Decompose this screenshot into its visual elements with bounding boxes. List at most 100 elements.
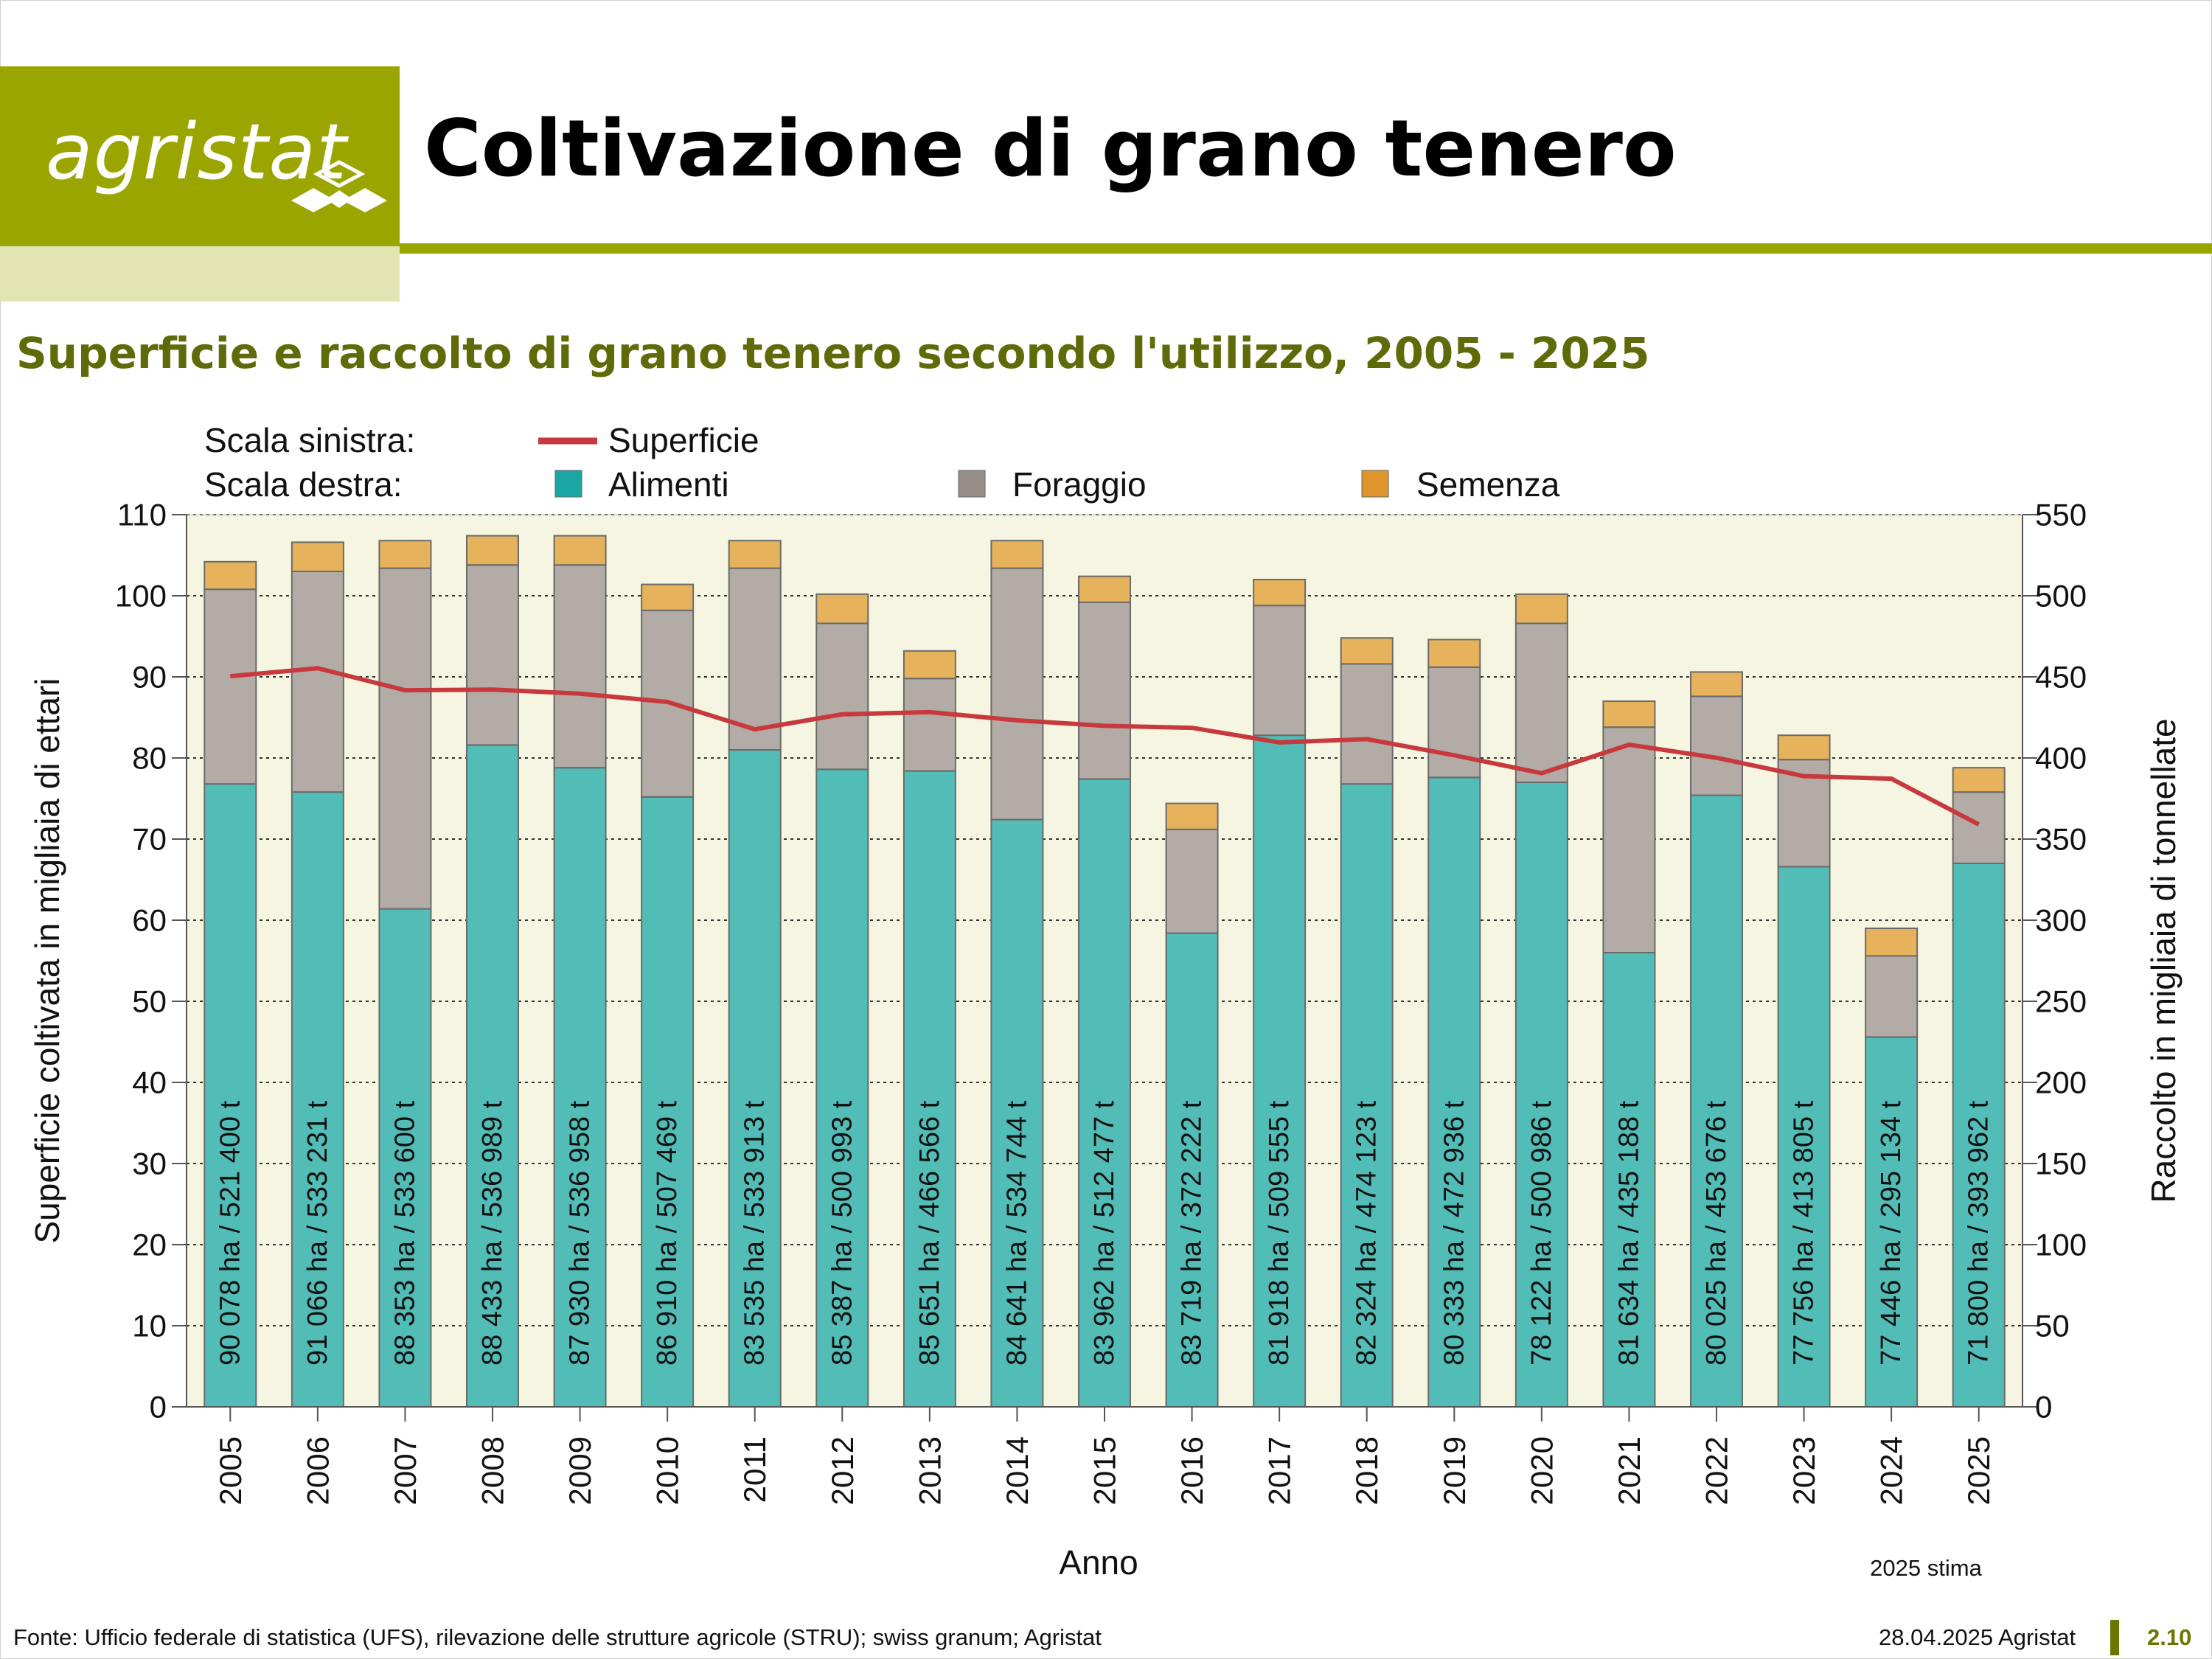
right-tick-label: 350 bbox=[2035, 822, 2087, 857]
x-tick-label: 2016 bbox=[1175, 1436, 1209, 1505]
legend-foraggio-swatch bbox=[958, 470, 986, 498]
bar-foraggio bbox=[1253, 605, 1307, 737]
bar-foraggio bbox=[291, 571, 344, 793]
left-tick-label: 70 bbox=[132, 822, 167, 857]
footer-date: 28.04.2025 Agristat bbox=[1879, 1624, 2076, 1650]
left-tick-label: 100 bbox=[115, 579, 167, 613]
bar-semenza bbox=[1165, 802, 1219, 830]
bar-foraggio bbox=[902, 678, 956, 772]
bar-semenza bbox=[902, 650, 956, 680]
left-tick-label: 40 bbox=[132, 1065, 167, 1100]
left-tick-label: 90 bbox=[132, 660, 167, 695]
x-tick-label: 2015 bbox=[1088, 1436, 1122, 1505]
x-tick-label: 2019 bbox=[1437, 1436, 1472, 1505]
bar-semenza bbox=[1865, 928, 1919, 957]
x-tick-label: 2021 bbox=[1612, 1436, 1646, 1505]
bar-foraggio bbox=[553, 564, 607, 769]
left-tick-label: 50 bbox=[132, 984, 167, 1019]
right-tick-label: 150 bbox=[2035, 1147, 2087, 1181]
bar-semenza bbox=[378, 540, 432, 569]
bar-value-label: 78 122 ha / 500 986 t bbox=[1526, 1100, 1557, 1366]
bar-semenza bbox=[204, 560, 257, 591]
bar-foraggio bbox=[1952, 791, 2006, 864]
bar-value-label: 82 324 ha / 474 123 t bbox=[1352, 1100, 1382, 1366]
x-tick-label: 2005 bbox=[213, 1436, 248, 1505]
right-tick-label: 0 bbox=[2035, 1390, 2052, 1425]
bar-semenza bbox=[990, 540, 1044, 569]
bar-alimenti bbox=[728, 749, 782, 1408]
left-axis-ticks: 0 10 20 30 40 50 60 70 80 90 100 110 bbox=[115, 498, 187, 1425]
right-tick-label: 450 bbox=[2035, 660, 2087, 695]
x-tick-label: 2006 bbox=[300, 1436, 335, 1505]
bar-foraggio bbox=[1514, 622, 1568, 784]
bar-alimenti bbox=[1340, 783, 1394, 1408]
x-tick-label: 2014 bbox=[1000, 1436, 1034, 1505]
legend-semenza: Semenza bbox=[1416, 465, 1560, 504]
bars bbox=[204, 535, 2006, 1408]
legend-alimenti: Alimenti bbox=[608, 465, 729, 504]
left-tick-label: 10 bbox=[132, 1309, 167, 1343]
bar-semenza bbox=[1952, 767, 2006, 793]
bar-semenza bbox=[466, 535, 519, 566]
bar-alimenti bbox=[990, 818, 1044, 1408]
bar-foraggio bbox=[466, 564, 519, 746]
bar-semenza bbox=[1078, 575, 1131, 603]
left-tick-label: 0 bbox=[150, 1390, 167, 1425]
bar-value-label: 85 387 ha / 500 993 t bbox=[827, 1100, 858, 1366]
bar-semenza bbox=[1690, 671, 1743, 698]
bar-alimenti bbox=[1865, 1036, 1919, 1408]
x-tick-label: 2013 bbox=[912, 1436, 947, 1505]
bar-value-label: 85 651 ha / 466 566 t bbox=[914, 1100, 945, 1366]
bar-semenza bbox=[291, 541, 344, 573]
legend-alimenti-swatch bbox=[554, 470, 582, 498]
bar-alimenti bbox=[1952, 863, 2006, 1408]
bar-foraggio bbox=[815, 622, 869, 771]
bar-semenza bbox=[1514, 593, 1568, 625]
bar-foraggio bbox=[728, 567, 782, 751]
x-tick-label: 2025 bbox=[1961, 1436, 1996, 1505]
bar-value-labels: 90 078 ha / 521 400 t 91 066 ha / 533 231… bbox=[215, 1100, 1994, 1366]
bar-value-label: 83 719 ha / 372 222 t bbox=[1177, 1100, 1208, 1366]
x-axis-ticks: 2005 2006 2007 2008 2009 2010 2011 2012 2013 2014… bbox=[213, 1407, 1996, 1505]
bar-value-label: 86 910 ha / 507 469 t bbox=[652, 1100, 683, 1366]
x-tick-label: 2018 bbox=[1349, 1436, 1384, 1505]
left-tick-label: 60 bbox=[132, 903, 167, 938]
right-tick-label: 500 bbox=[2035, 579, 2087, 613]
legend-superficie: Superficie bbox=[608, 421, 759, 459]
x-tick-label: 2022 bbox=[1700, 1436, 1734, 1505]
bar-value-label: 91 066 ha / 533 231 t bbox=[302, 1100, 333, 1366]
x-tick-label: 2009 bbox=[563, 1436, 597, 1505]
bar-semenza bbox=[1602, 700, 1656, 728]
bar-value-label: 77 756 ha / 413 805 t bbox=[1789, 1100, 1820, 1366]
bar-value-label: 81 918 ha / 509 555 t bbox=[1264, 1100, 1295, 1366]
bar-alimenti bbox=[1165, 932, 1219, 1408]
bar-alimenti bbox=[553, 767, 607, 1408]
bar-alimenti bbox=[1427, 776, 1481, 1408]
logo-strip bbox=[0, 246, 400, 302]
x-tick-label: 2020 bbox=[1524, 1436, 1559, 1505]
bar-foraggio bbox=[1340, 663, 1394, 785]
left-tick-label: 110 bbox=[117, 498, 167, 532]
bar-alimenti bbox=[1253, 734, 1307, 1408]
y-axis-left-label: Superficie coltivata in migliaia di etta… bbox=[28, 678, 66, 1243]
bar-value-label: 83 535 ha / 533 913 t bbox=[740, 1100, 771, 1366]
x-tick-label: 2024 bbox=[1874, 1436, 1909, 1505]
bar-value-label: 90 078 ha / 521 400 t bbox=[215, 1100, 246, 1366]
logo-text: agristat bbox=[46, 107, 347, 197]
bar-semenza bbox=[815, 593, 869, 625]
x-tick-label: 2023 bbox=[1787, 1436, 1821, 1505]
title-rule bbox=[400, 243, 2212, 254]
bar-value-label: 87 930 ha / 536 958 t bbox=[565, 1100, 596, 1366]
agristat-logo bbox=[0, 66, 400, 246]
x-axis-label: Anno bbox=[1059, 1543, 1138, 1582]
bar-value-label: 88 353 ha / 533 600 t bbox=[389, 1100, 420, 1366]
x-tick-label: 2017 bbox=[1262, 1436, 1297, 1505]
bar-semenza bbox=[1427, 639, 1481, 668]
bar-value-label: 71 800 ha / 393 962 t bbox=[1964, 1100, 1994, 1366]
chart-subtitle: Superficie e raccolto di grano tenero se… bbox=[16, 328, 1650, 378]
bar-foraggio bbox=[1602, 726, 1656, 953]
legend-right-scale: Scala destra: bbox=[204, 465, 402, 504]
bar-value-label: 88 433 ha / 536 989 t bbox=[477, 1100, 508, 1366]
bar-semenza bbox=[1777, 734, 1831, 761]
right-tick-label: 100 bbox=[2035, 1228, 2087, 1262]
